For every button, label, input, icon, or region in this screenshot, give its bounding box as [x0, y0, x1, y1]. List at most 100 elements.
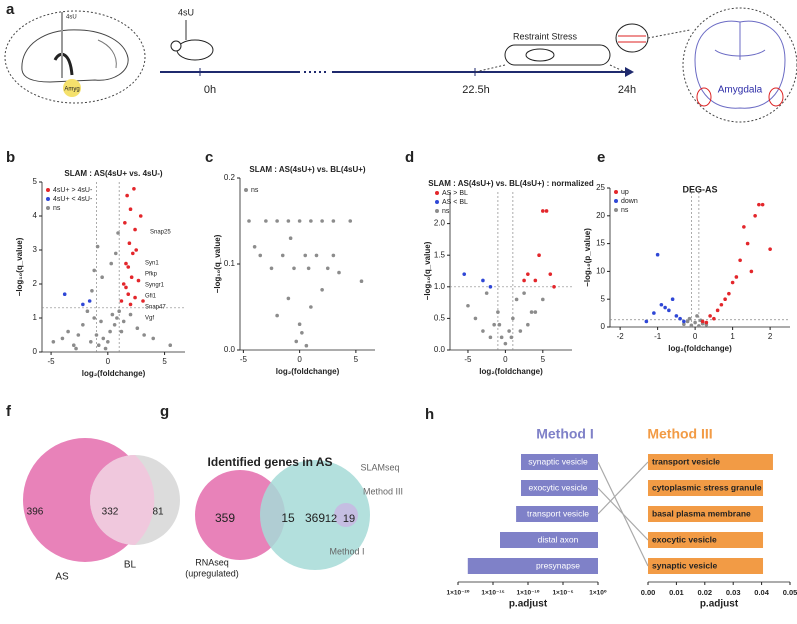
data-point [693, 320, 697, 325]
x-tick-label: -5 [240, 355, 248, 364]
data-point [286, 219, 291, 223]
data-point [659, 302, 664, 307]
data-point [286, 296, 291, 301]
brain-coronal [694, 20, 786, 109]
data-point [135, 326, 140, 331]
data-point [141, 299, 145, 303]
data-point [275, 219, 279, 223]
x-tick-label: 0.00 [641, 588, 656, 597]
y-tick-label: 15 [596, 239, 605, 248]
legend-label: ns [251, 187, 259, 194]
legend-marker [46, 197, 50, 201]
data-point [258, 253, 263, 258]
data-point [275, 313, 279, 318]
y-axis-label: −log₁₀(q_value) [15, 237, 24, 296]
amygdala-outline [696, 87, 712, 107]
venn-count: 369 [305, 511, 325, 525]
data-point [128, 302, 133, 307]
data-point [89, 340, 93, 344]
legend-label: ns [53, 205, 61, 212]
venn-count: 12 [325, 513, 337, 525]
x-axis-label: log₂(foldchange) [668, 344, 732, 353]
legend-marker [46, 188, 50, 192]
data-point [667, 308, 671, 313]
data-point [119, 329, 124, 334]
data-point [749, 269, 754, 274]
data-point [264, 219, 268, 223]
mouse-head [170, 40, 182, 52]
data-point [108, 329, 112, 334]
data-point [303, 253, 308, 258]
data-point [320, 219, 324, 223]
legend-label: 4sU+ < 4sU- [53, 196, 93, 203]
legend-marker [435, 209, 439, 213]
injection-label: 4sU [178, 7, 194, 17]
data-point [309, 219, 313, 223]
venn-set-name: Method I [329, 546, 364, 556]
x-axis-label: log₂(foldchange) [479, 367, 543, 376]
connector [474, 64, 506, 73]
x-tick-label: 5 [354, 355, 359, 364]
data-point [499, 335, 504, 340]
brain-detail [97, 39, 117, 69]
data-point [670, 297, 675, 302]
data-point [522, 278, 526, 283]
data-point [541, 209, 545, 213]
data-point [85, 309, 90, 314]
x-tick-label: -5 [48, 357, 56, 366]
y-tick-label: 2.0 [434, 219, 446, 228]
legend-marker [614, 208, 618, 212]
data-point [121, 282, 126, 286]
panel-label: d [405, 149, 414, 166]
data-point [507, 329, 511, 333]
data-point [708, 314, 712, 318]
data-point [247, 219, 251, 223]
venn-set-name: RNAseq [195, 557, 229, 567]
gene-label: Snap47 [145, 305, 166, 311]
panel-label: a [6, 1, 15, 18]
bar [521, 454, 598, 470]
x-tick-label: 1×10⁻⁵ [552, 590, 573, 597]
restraint-tube [504, 44, 611, 66]
data-point [101, 336, 106, 341]
x-tick-label: 1×10⁻²⁰ [446, 590, 469, 597]
data-point [119, 299, 124, 303]
data-point [94, 333, 99, 337]
panel-label: h [425, 406, 434, 423]
data-point [715, 308, 720, 313]
data-point [757, 202, 761, 207]
data-point [473, 316, 478, 321]
experiment-diagram: 4sU Amyg 4sU 0h 22.5h 24h Restraint Stre… [4, 7, 797, 123]
data-point [511, 316, 515, 321]
y-tick-label: 0 [33, 347, 38, 356]
y-tick-label: 2 [33, 279, 38, 288]
data-point [526, 272, 530, 276]
x-tick-label: -5 [464, 355, 472, 364]
data-point [529, 310, 534, 314]
data-point [126, 265, 131, 269]
legend-marker [46, 206, 50, 210]
data-point [106, 340, 110, 344]
data-point [552, 285, 556, 289]
legend-marker [614, 190, 618, 194]
x-tick-label: 2 [768, 332, 773, 341]
data-point [541, 297, 545, 302]
data-point [269, 266, 274, 271]
data-point [297, 219, 302, 223]
x-tick-label: 1×10⁻¹⁰ [516, 590, 539, 597]
venn-count: 19 [343, 513, 355, 525]
connector [609, 64, 626, 73]
data-point [96, 343, 101, 348]
data-point [697, 324, 701, 328]
data-point [644, 319, 649, 324]
data-point [734, 275, 739, 279]
category-label: distal axon [538, 534, 579, 544]
data-point [462, 272, 467, 276]
bar [648, 532, 764, 548]
data-point [297, 322, 302, 327]
legend-label: down [621, 198, 638, 205]
legend-label: up [621, 189, 629, 196]
data-point [112, 323, 117, 327]
venn-set-name: BL [124, 560, 137, 571]
